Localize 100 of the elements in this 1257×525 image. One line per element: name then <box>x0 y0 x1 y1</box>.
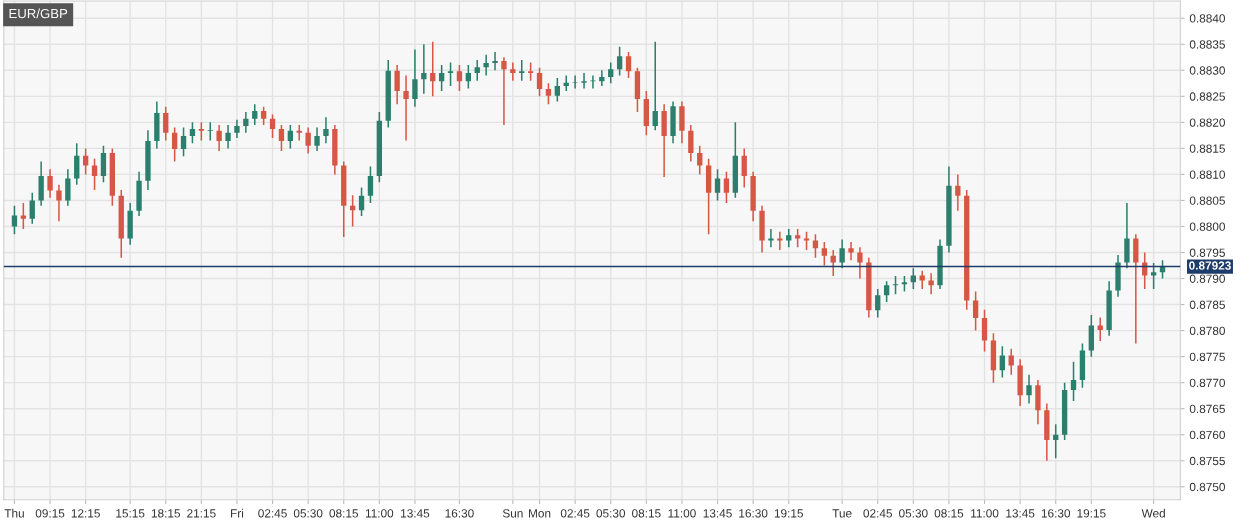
x-tick-label: 05:30 <box>596 509 626 518</box>
chart-title: EUR/GBP <box>9 8 68 19</box>
x-tick-label: 16:30 <box>739 509 768 518</box>
x-tick-label: 16:30 <box>445 509 474 518</box>
candlestick <box>447 61 454 87</box>
candlestick <box>421 43 427 95</box>
y-tick-label: 0.8820 <box>1189 118 1225 127</box>
candlestick <box>465 64 472 90</box>
x-tick-label: 16:30 <box>1041 509 1071 518</box>
candlestick <box>56 184 62 223</box>
candlestick <box>252 103 258 126</box>
candlestick <box>323 116 329 144</box>
y-tick-label: 0.8815 <box>1189 144 1225 153</box>
x-tick-label: 13:45 <box>1006 509 1035 518</box>
candlestick <box>314 126 320 152</box>
candlestick <box>305 126 311 155</box>
x-tick-label: 05:30 <box>899 509 928 518</box>
x-tick-label: 08:15 <box>934 509 964 518</box>
candlestick <box>714 168 721 202</box>
candlestick <box>999 345 1005 379</box>
candlestick <box>189 121 196 144</box>
candlestick <box>848 241 854 262</box>
candlestick <box>225 124 231 150</box>
x-tick-label: 21:15 <box>187 509 216 518</box>
y-tick-label: 0.8750 <box>1189 482 1225 492</box>
candlestick <box>1133 233 1139 345</box>
candlestick <box>207 121 213 142</box>
x-tick-label: 09:15 <box>35 509 65 518</box>
ref-line-label: 0.87923 <box>1189 261 1231 270</box>
candlestick <box>777 230 783 251</box>
candlestick <box>430 40 436 98</box>
y-tick-label: 0.8790 <box>1189 274 1225 283</box>
candlestick <box>519 59 525 82</box>
candlestick <box>723 171 730 204</box>
candlestick <box>82 147 89 176</box>
y-tick-label: 0.8835 <box>1189 40 1225 49</box>
candlestick <box>786 228 792 249</box>
y-tick-label: 0.8780 <box>1189 326 1225 335</box>
x-tick-label: Sun <box>502 509 523 518</box>
candlestick <box>768 228 774 249</box>
candlestick <box>65 168 71 207</box>
y-tick-label: 0.8825 <box>1189 92 1225 101</box>
candlestick <box>536 66 543 98</box>
candlestick <box>527 61 534 82</box>
candlestick <box>857 246 863 280</box>
y-tick-label: 0.8785 <box>1189 300 1225 309</box>
y-tick-label: 0.8810 <box>1189 170 1225 179</box>
candlestick <box>412 48 418 108</box>
candlestick <box>839 238 845 269</box>
x-tick-label: 02:45 <box>258 509 287 518</box>
candlestick <box>100 145 107 183</box>
candlestick <box>919 269 925 290</box>
candlestick <box>972 290 979 332</box>
candlestick <box>403 74 409 142</box>
candlestick <box>483 53 489 77</box>
candlestick <box>697 145 703 176</box>
candlestick <box>1124 202 1130 269</box>
candlestick <box>554 77 561 103</box>
y-tick-label: 0.8765 <box>1189 404 1225 414</box>
candlestick <box>474 59 480 82</box>
candlestick <box>928 272 934 295</box>
x-tick-label: 19:15 <box>1077 509 1106 518</box>
candlestick <box>216 124 222 152</box>
candlestick <box>180 126 187 157</box>
y-tick-label: 0.8830 <box>1189 66 1225 75</box>
y-tick-label: 0.8840 <box>1189 14 1225 23</box>
candlestick <box>581 72 587 90</box>
x-tick-label: Tue <box>832 509 852 518</box>
candlestick <box>367 165 374 204</box>
candlestick <box>358 186 365 217</box>
candlestick <box>741 147 747 189</box>
candlestick <box>616 46 623 77</box>
candlestick <box>234 118 240 139</box>
candlestick <box>198 121 205 142</box>
x-tick-label: 08:15 <box>329 509 359 518</box>
x-tick-label: 11:00 <box>365 509 394 518</box>
x-tick-label: 19:15 <box>774 509 804 518</box>
candlestick <box>625 51 632 79</box>
candlestick <box>74 142 80 186</box>
x-tick-label: 02:45 <box>560 509 590 518</box>
candlestick <box>1097 316 1103 342</box>
candlestick <box>296 124 302 142</box>
candlestick <box>875 288 881 319</box>
x-tick-label: 12:15 <box>71 509 100 518</box>
candlestick <box>456 64 463 92</box>
candlestick <box>688 124 694 163</box>
candlestick <box>981 309 988 353</box>
x-tick-label: 02:45 <box>863 509 893 518</box>
x-tick-label: 13:45 <box>703 509 732 518</box>
x-tick-label: 18:15 <box>151 509 181 518</box>
candlestick <box>29 191 35 225</box>
y-tick-label: 0.8770 <box>1189 378 1225 388</box>
y-tick-label: 0.8775 <box>1189 352 1225 362</box>
candlestick <box>955 173 961 212</box>
candlestick <box>608 61 614 85</box>
x-tick-label: Wed <box>1141 508 1165 518</box>
candlestick <box>1070 361 1077 402</box>
candlestick <box>163 105 169 142</box>
candlestick <box>883 280 890 303</box>
y-tick-label: 0.8760 <box>1189 430 1225 440</box>
